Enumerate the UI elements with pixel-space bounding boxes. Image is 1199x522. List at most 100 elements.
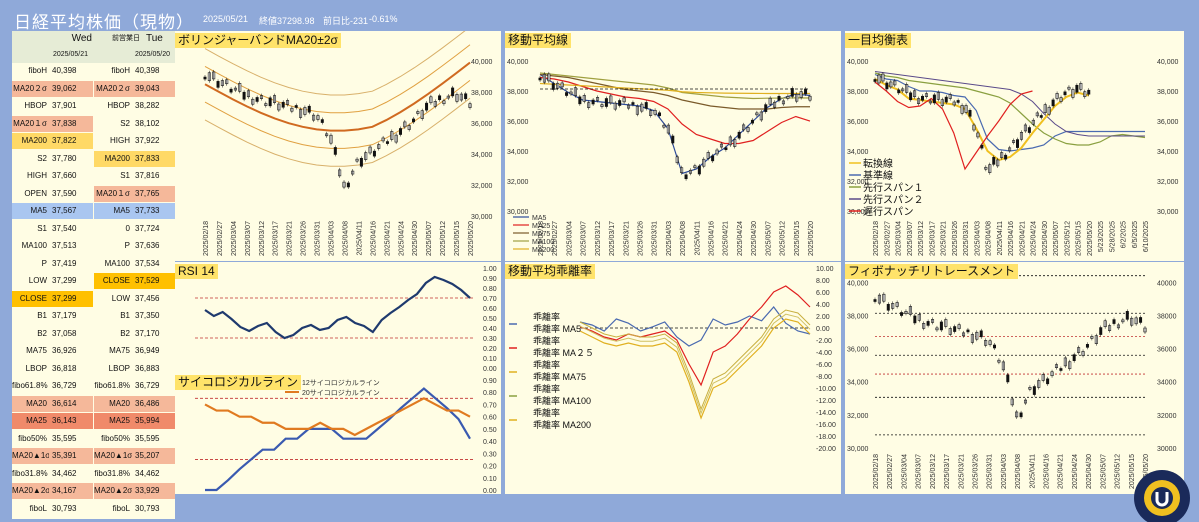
tick-label: MA5 [532, 215, 547, 222]
tick-label: 2025/02/27 [884, 221, 891, 256]
tick-label: 2025/05/12 [440, 221, 447, 256]
row-label: MA20１σ [94, 185, 132, 202]
tick-label: 2025/03/17 [609, 221, 616, 256]
table-date-row: 2025/05/21 2025/05/20 [12, 47, 175, 64]
tick-label: 40,000 [847, 59, 869, 66]
row-label: S2 [120, 118, 130, 128]
row-value: 35,391 [49, 448, 93, 464]
lower-band-1 [204, 79, 471, 149]
row-label: CLOSE [12, 290, 49, 307]
tick-label: 2025/03/04 [901, 454, 908, 489]
row-label: P [41, 258, 47, 268]
row-label: MA200 [12, 133, 49, 149]
tick-label: 2025/04/16 [370, 221, 377, 256]
table-row: fibo31.8% 34,462 fibo31.8% 34,462 [12, 466, 175, 482]
rsi-line [204, 275, 471, 340]
row-value: 37,636 [135, 241, 160, 250]
tick-label: 40,000 [1157, 59, 1179, 66]
tick-label: 2025/04/16 [1044, 454, 1051, 489]
senkou2-line [874, 71, 1145, 137]
row-label: B2 [37, 328, 47, 338]
header-diff: 前日比-231 [323, 16, 369, 26]
row-label: fibo61.8% [94, 381, 130, 390]
row-value: 37,780 [52, 153, 77, 163]
table-row: MA75 36,926 MA75 36,949 [12, 343, 175, 359]
row-value: 40,398 [135, 66, 160, 75]
tick-label: 0.30 [483, 336, 497, 343]
tick-label: 0.40 [483, 326, 497, 333]
tick-label: 0.70 [483, 296, 497, 303]
tick-label: 2025/03/17 [944, 454, 951, 489]
tick-label: 0.80 [483, 390, 497, 397]
tick-label: 40,000 [847, 280, 869, 287]
price-level-table: Wed 前営業日 Tue 2025/05/21 2025/05/20 fiboH… [12, 31, 175, 519]
header-pct: -0.61% [369, 14, 398, 24]
table-row: fiboH 40,398 fiboH 40,398 [12, 63, 175, 79]
row-value: 36,949 [135, 346, 160, 355]
row-label: MA20▲1σ [12, 448, 50, 464]
tick-label: 40000 [1157, 280, 1177, 287]
tick-label: 2025/05/20 [1087, 221, 1094, 256]
table-row: MA200 37,822 HIGH 37,922 [12, 133, 175, 149]
tick-label: 2025/04/24 [1031, 221, 1038, 256]
right-day: Tue [146, 33, 163, 44]
tick-label: 1.00 [483, 266, 497, 273]
tick-label: 2025/04/21 [723, 221, 730, 256]
row-label: MA5 [12, 203, 49, 219]
header-close: 終値37298.98 [259, 16, 315, 26]
tick-label: 2025/03/04 [231, 221, 238, 256]
row-value: 40,398 [52, 66, 77, 75]
tick-label: 2025/05/12 [1115, 454, 1122, 489]
tick-label: 34,000 [507, 149, 529, 156]
tick-label: 2025/04/08 [1015, 454, 1022, 489]
tick-label: 0.00 [483, 366, 497, 372]
senkou1-line [874, 72, 1146, 146]
tick-label: 0.30 [483, 451, 497, 458]
tick-label: -20.00 [816, 446, 836, 453]
table-row: MA20▲2σ 34,167 MA20▲2σ 33,929 [12, 483, 175, 499]
tick-label: 2025/04/11 [694, 221, 701, 256]
deviation-ma25-line [579, 285, 811, 387]
tick-label: 2025/02/18 [873, 454, 880, 489]
tick-label: 2025/03/04 [896, 221, 903, 256]
row-label: B1 [37, 311, 47, 320]
table-row: B1 37,179 B1 37,350 [12, 308, 175, 324]
tick-label: 2025/04/03 [974, 221, 981, 256]
row-value: 36,926 [52, 346, 77, 355]
row-value: 37,419 [52, 258, 77, 268]
rsi-panel: 1.00 0.90 0.80 0.70 0.60 0.50 0.40 0.30 0.20 0.10… [175, 262, 501, 372]
tick-label: 遅行スパン [863, 205, 914, 218]
tick-label: 先行スパン２ [863, 193, 924, 206]
tick-label: 30,000 [471, 214, 493, 221]
tick-label: 2025/03/17 [273, 221, 280, 256]
row-value: 37,733 [132, 203, 175, 219]
psy12-line [205, 387, 471, 492]
tick-label: 36,000 [507, 119, 529, 126]
fibonacci-title: フィボナッチリトレースメント [845, 264, 1019, 279]
row-value: 39,043 [132, 80, 175, 97]
tick-label: 38,000 [847, 313, 869, 320]
ma-title: 移動平均線 [505, 33, 572, 48]
tick-label: 0.50 [483, 316, 497, 323]
tick-label: 36,000 [847, 119, 869, 126]
row-value: 34,167 [49, 483, 93, 499]
tick-label: -6.00 [816, 362, 832, 369]
table-row: S1 37,540 0 37,724 [12, 221, 175, 237]
row-value: 35,595 [135, 433, 160, 443]
tick-label: 2025/04/24 [1072, 454, 1079, 489]
deviation-title: 移動平均乖離率 [505, 264, 596, 279]
tick-label: MA100 [532, 239, 554, 246]
tick-label: 0.90 [483, 276, 497, 283]
tick-label: 0.20 [483, 346, 497, 353]
row-value: 37,513 [52, 241, 77, 250]
tick-label: 2025/05/07 [1053, 221, 1060, 256]
row-value: 37,534 [135, 258, 160, 268]
row-label: fibo31.8% [94, 468, 130, 478]
tick-label: 30,000 [507, 209, 529, 216]
fibonacci-panel: 40000 40,000 38000 38,000 36000 36,000 34000 34… [845, 262, 1184, 494]
row-value: 37,299 [49, 290, 93, 307]
table-row: fibo61.8% 36,729 fibo61.8% 36,729 [12, 378, 175, 394]
row-label: fibo50% [101, 433, 130, 443]
table-row: B2 37,058 B2 37,170 [12, 326, 175, 342]
table-row: MA20２σ 39,062 MA20２σ 39,043 [12, 80, 175, 97]
